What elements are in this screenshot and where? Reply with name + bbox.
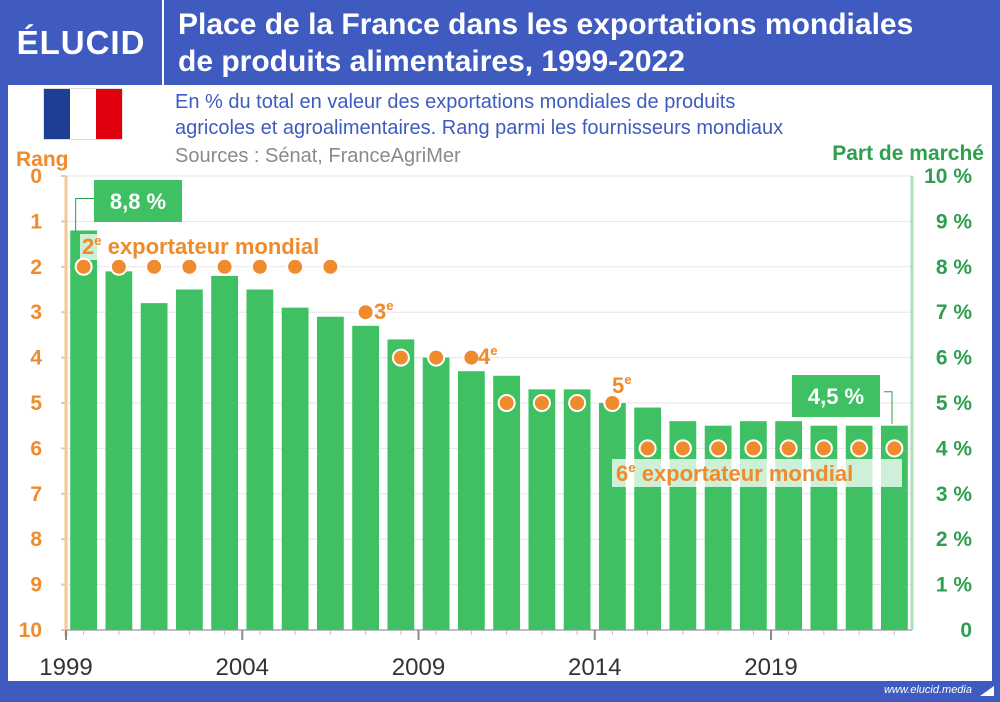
left-tick-label: 4: [30, 347, 42, 370]
rank-point: [779, 439, 798, 458]
france-flag-icon: [44, 89, 122, 139]
x-tick-label: 1999: [39, 654, 92, 681]
sources-note: Sources : Sénat, FranceAgriMer: [175, 145, 461, 167]
header-divider: [162, 0, 164, 85]
rank-point: [814, 439, 833, 458]
bar: [70, 230, 98, 631]
rank-point: [145, 257, 164, 276]
rank-point: [180, 257, 199, 276]
arrow-icon: [980, 686, 994, 696]
bar: [457, 371, 485, 630]
logo-text: ÉLUCID: [16, 23, 146, 61]
right-axis-title: Part de marché: [832, 142, 984, 165]
chart-subtitle: En % du total en valeur des exportations…: [175, 89, 965, 141]
left-tick-label: 1: [30, 210, 42, 233]
left-tick-label: 5: [30, 392, 42, 415]
right-tick-label: 8 %: [936, 256, 973, 279]
rank-point: [497, 394, 516, 412]
right-tick-label: 9 %: [936, 210, 973, 233]
bar: [246, 289, 274, 630]
rank6-label-bg: [612, 459, 902, 487]
subtitle-line-2: agricoles et agroalimentaires. Rang parm…: [175, 117, 784, 139]
right-tick-label: 0: [960, 619, 972, 642]
last-label-leader: [884, 391, 893, 424]
left-tick-label: 9: [30, 574, 42, 597]
subtitle-line-1: En % du total en valeur des exportations…: [175, 91, 736, 113]
bar: [281, 307, 309, 630]
rank2-annotation: 2e exportateur mondial: [82, 233, 319, 259]
bar: [387, 339, 415, 630]
rank-point: [109, 257, 128, 276]
bar: [493, 375, 521, 630]
left-tick-label: 10: [19, 619, 42, 642]
bar: [422, 357, 450, 630]
rank-point: [321, 257, 340, 276]
right-tick-label: 7 %: [936, 301, 973, 324]
right-tick-label: 1 %: [936, 574, 973, 597]
left-tick-label: 6: [30, 437, 42, 460]
rank-point: [603, 394, 622, 412]
rank2-label-bg: [80, 234, 360, 260]
rank-point: [250, 257, 269, 276]
rank-point: [744, 439, 763, 458]
first-value-label: 8,8 %: [110, 189, 166, 214]
x-tick-label: 2014: [568, 654, 621, 681]
rank-point: [427, 348, 446, 367]
bar: [598, 403, 626, 630]
left-tick-label: 7: [30, 483, 42, 506]
rank6-annotation: 6e exportateur mondial: [616, 460, 853, 486]
right-tick-label: 10 %: [924, 165, 972, 188]
elucid-logo[interactable]: ÉLUCID: [0, 0, 162, 85]
bar: [175, 289, 203, 630]
bar: [105, 271, 133, 630]
left-tick-label: 3: [30, 301, 42, 324]
right-tick-label: 6 %: [936, 347, 973, 370]
bar: [528, 389, 556, 630]
x-tick-label: 2019: [744, 654, 797, 681]
right-tick-label: 2 %: [936, 528, 973, 551]
rank-point: [215, 257, 234, 276]
right-tick-label: 3 %: [936, 483, 973, 506]
rank4-annotation: 4e: [478, 343, 498, 369]
left-tick-label: 8: [30, 528, 42, 551]
x-tick-label: 2004: [216, 654, 269, 681]
left-tick-label: 0: [30, 165, 42, 188]
left-axis-title: Rang: [16, 148, 69, 171]
last-value-label: 4,5 %: [808, 384, 864, 409]
rank5-annotation: 5e: [612, 372, 632, 398]
rank-point: [286, 257, 305, 276]
chart-title: Place de la France dans les exportations…: [178, 6, 993, 80]
title-line-1: Place de la France dans les exportations…: [178, 8, 914, 41]
rank-point: [532, 394, 551, 412]
rank-point: [709, 439, 728, 458]
bar: [140, 303, 168, 630]
rank-point: [850, 439, 869, 458]
x-tick-label: 2009: [392, 654, 445, 681]
right-tick-label: 4 %: [936, 437, 973, 460]
right-tick-label: 5 %: [936, 392, 973, 415]
last-label-box: [792, 375, 880, 417]
rank-point: [885, 439, 904, 458]
bar: [316, 316, 344, 630]
left-tick-label: 2: [30, 256, 42, 279]
bar: [211, 275, 239, 630]
first-label-box: [94, 180, 182, 222]
rank-point: [638, 439, 657, 458]
rank-point: [391, 348, 410, 367]
rank-point: [356, 303, 375, 322]
rank-point: [462, 348, 481, 367]
rank-point: [568, 394, 587, 412]
footer-url[interactable]: www.elucid.media: [883, 684, 972, 696]
title-line-2: de produits alimentaires, 1999-2022: [178, 45, 685, 78]
bar: [563, 389, 591, 630]
first-label-leader: [75, 197, 94, 233]
rank3-annotation: 3e: [374, 298, 394, 324]
rank-point: [74, 257, 93, 276]
rank-point: [673, 439, 692, 458]
bar: [352, 325, 380, 630]
